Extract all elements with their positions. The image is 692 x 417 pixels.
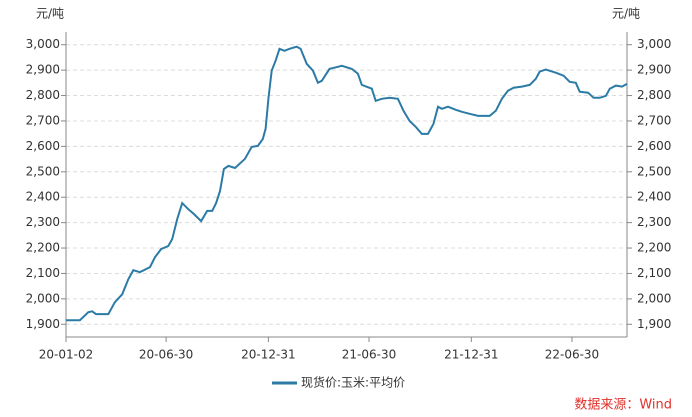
x-tick-label: 20-06-30 (139, 348, 193, 362)
y-tick-label: 2,800 (26, 88, 60, 102)
y-tick-label: 2,000 (26, 291, 60, 305)
y-tick-label: 1,900 (26, 317, 60, 331)
x-tick-label: 22-06-30 (545, 348, 599, 362)
x-tick-label: 20-01-02 (39, 348, 93, 362)
source-note: 数据来源：Wind (574, 398, 672, 413)
x-tick-label: 20-12-31 (241, 348, 295, 362)
y-tick-label: 2,600 (26, 139, 60, 153)
y-tick-label: 2,700 (26, 113, 60, 127)
y2-tick-label: 2,500 (637, 164, 671, 178)
series-line (66, 45, 628, 322)
y2-tick-label: 2,300 (637, 215, 671, 229)
y2-tick-label: 3,000 (637, 37, 671, 51)
y2-axis-unit: 元/吨 (612, 7, 640, 21)
x-tick-label: 21-12-31 (444, 348, 498, 362)
x-tick-label: 21-06-30 (342, 348, 396, 362)
y-tick-label: 2,100 (26, 266, 60, 280)
y-tick-label: 2,300 (26, 215, 60, 229)
y2-tick-label: 2,100 (637, 266, 671, 280)
y2-tick-label: 2,700 (637, 113, 671, 127)
y-tick-label: 2,500 (26, 164, 60, 178)
y-tick-label: 2,900 (26, 63, 60, 77)
y2-tick-label: 2,000 (637, 291, 671, 305)
y-tick-label: 2,400 (26, 190, 60, 204)
y-tick-label: 3,000 (26, 37, 60, 51)
y2-tick-label: 2,600 (637, 139, 671, 153)
legend-label: 现货价:玉米:平均价 (301, 375, 405, 390)
y-tick-label: 2,200 (26, 241, 60, 255)
y2-tick-label: 2,200 (637, 241, 671, 255)
y2-tick-label: 1,900 (637, 317, 671, 331)
y2-tick-label: 2,900 (637, 63, 671, 77)
y2-tick-label: 2,800 (637, 88, 671, 102)
y-axis-unit: 元/吨 (36, 7, 64, 21)
y2-tick-label: 2,400 (637, 190, 671, 204)
